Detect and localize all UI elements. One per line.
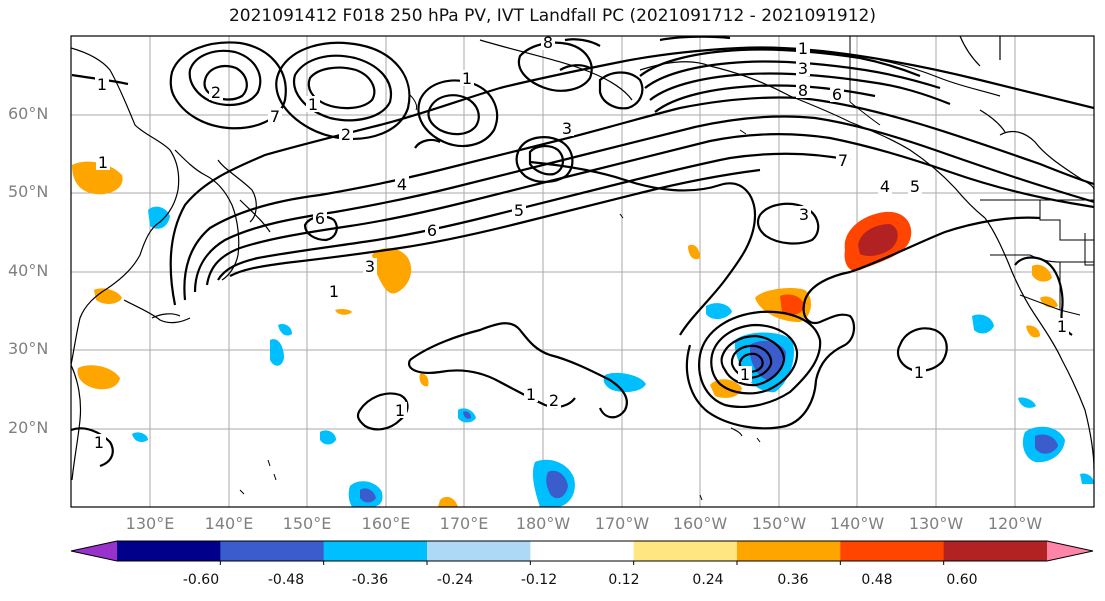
contour-label: 7 xyxy=(838,151,848,170)
contour-label: 4 xyxy=(397,175,407,194)
lon-label-120w: 120°W xyxy=(987,514,1043,533)
map-title: 2021091412 F018 250 hPa PV, IVT Landfall… xyxy=(228,6,876,26)
contour-label: 5 xyxy=(514,201,524,220)
contour-label: 8 xyxy=(543,33,553,52)
contour-label: 1 xyxy=(97,75,107,94)
colorbar-tick-label: -0.36 xyxy=(351,572,389,588)
colorbar-extend-min xyxy=(71,541,117,561)
colorbar-swatch xyxy=(117,541,221,561)
lat-label-60n: 60°N xyxy=(8,104,49,123)
lon-label-130e: 130°E xyxy=(125,514,175,533)
contour-label: 1 xyxy=(798,39,808,58)
colorbar-swatch xyxy=(530,541,635,561)
colorbar-swatch xyxy=(840,541,945,561)
contour-label: 4 xyxy=(880,177,890,196)
contour-label: 3 xyxy=(365,257,375,276)
map-frame xyxy=(70,35,1095,508)
contour-label: 7 xyxy=(270,107,280,126)
colorbar-tick-label: -0.24 xyxy=(436,572,474,588)
lon-label-160w: 160°W xyxy=(672,514,728,533)
lat-label-40n: 40°N xyxy=(8,261,49,280)
colorbar-outline xyxy=(70,540,1094,562)
colorbar-tick-label: -0.60 xyxy=(182,572,220,588)
contour-label: 5 xyxy=(910,177,920,196)
lon-label-150e: 150°E xyxy=(282,514,332,533)
contour-label: 6 xyxy=(427,221,437,240)
lon-label-140e: 140°E xyxy=(204,514,254,533)
lon-label-180w: 180°W xyxy=(515,514,571,533)
contour-label: 1 xyxy=(98,153,108,172)
contour-label: 1 xyxy=(308,95,318,114)
contour-label: 3 xyxy=(798,59,808,78)
colorbar xyxy=(70,540,1094,565)
contour-label: 1 xyxy=(740,365,750,384)
contour-label: 1 xyxy=(94,433,104,452)
contour-label-group: 1 1 2 4 6 3 5 8 1 3 8 6 7 4 xyxy=(92,33,1069,452)
lon-label-170e: 170°E xyxy=(439,514,489,533)
contour-label: 6 xyxy=(315,209,325,228)
contour-label: 1 xyxy=(914,363,924,382)
lon-label-140w: 140°W xyxy=(829,514,885,533)
colorbar-tick-label: -0.48 xyxy=(267,572,305,588)
contour-label: 1 xyxy=(1057,317,1067,336)
contour-label: 6 xyxy=(832,85,842,104)
lon-label-170w: 170°W xyxy=(594,514,650,533)
lon-label-160e: 160°E xyxy=(361,514,411,533)
colorbar-tick-label: 0.12 xyxy=(608,572,640,588)
colorbar-swatch xyxy=(220,541,325,561)
colorbar-tick-label: 0.36 xyxy=(777,572,809,588)
pc-contours xyxy=(71,160,1073,468)
contour-label: 3 xyxy=(799,205,809,224)
contour-label: 2 xyxy=(341,125,351,144)
coastlines xyxy=(71,36,1094,481)
contour-label: 1 xyxy=(462,69,472,88)
contour-label: 1 xyxy=(526,385,536,404)
contour-label: 2 xyxy=(549,391,559,410)
lat-label-50n: 50°N xyxy=(8,182,49,201)
colorbar-tick-label: 0.60 xyxy=(946,572,978,588)
colorbar-swatch xyxy=(633,541,738,561)
colorbar-tick-label: 0.24 xyxy=(692,572,724,588)
colorbar-tick-label: 0.48 xyxy=(861,572,893,588)
colorbar-swatch xyxy=(737,541,841,561)
lon-label-130w: 130°W xyxy=(908,514,964,533)
colorbar-swatch xyxy=(943,541,1048,561)
colorbar-swatch xyxy=(323,541,428,561)
contour-label: 1 xyxy=(329,282,339,301)
ivt-positive-shading xyxy=(72,161,1058,507)
contour-label: 2 xyxy=(211,83,221,102)
colorbar-extend-max xyxy=(1047,541,1093,561)
contour-label: 3 xyxy=(562,119,572,138)
ivt-negative-shading xyxy=(132,206,1094,507)
lat-label-30n: 30°N xyxy=(8,339,49,358)
lat-label-20n: 20°N xyxy=(8,418,49,437)
colorbar-tick-label: -0.12 xyxy=(520,572,558,588)
lon-label-150w: 150°W xyxy=(751,514,807,533)
pv-contours xyxy=(71,36,1094,306)
islands xyxy=(239,94,761,501)
contour-label: 1 xyxy=(395,401,405,420)
colorbar-swatch xyxy=(427,541,531,561)
contour-label: 8 xyxy=(798,81,808,100)
